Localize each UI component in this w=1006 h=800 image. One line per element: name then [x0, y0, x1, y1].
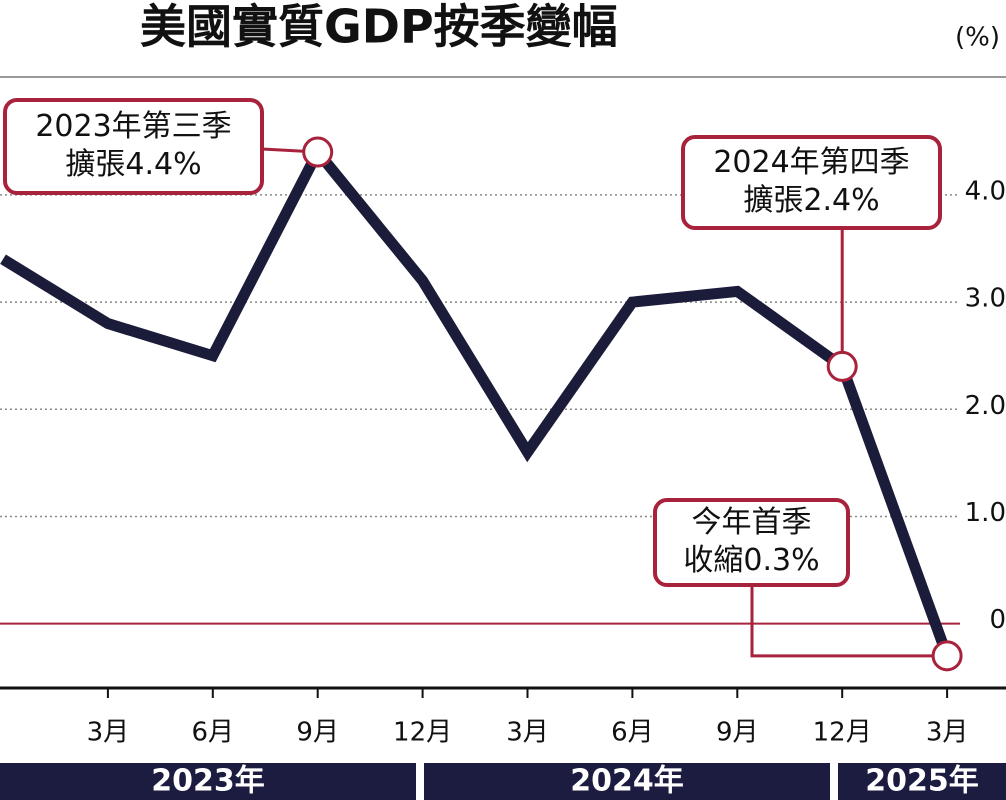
y-tick-label: 3.0: [965, 284, 1006, 314]
year-label: 2023年: [151, 764, 265, 799]
data-line: [0, 142, 953, 658]
unit-label: (%): [955, 23, 1000, 53]
annotation-connector: [750, 585, 948, 658]
year-band: [838, 763, 1006, 800]
annotation-text: 2024年第四季: [713, 145, 909, 180]
x-tick-label: 6月: [611, 718, 654, 748]
annotation-box: [681, 135, 942, 230]
y-tick-label: 4.0: [965, 176, 1006, 206]
x-tick-label: 9月: [716, 718, 759, 748]
year-band: [0, 763, 416, 800]
year-label: 2025年: [865, 764, 979, 799]
chart-title: 美國實質GDP按季變幅: [140, 0, 618, 54]
x-tick-label: 12月: [393, 718, 452, 748]
y-tick-label: 0: [989, 605, 1006, 635]
x-tick-label: 3月: [506, 718, 549, 748]
x-tick-label: 6月: [192, 718, 235, 748]
highlight-marker: [302, 136, 334, 168]
annotation-box: [3, 98, 264, 195]
highlight-marker: [826, 350, 858, 382]
x-tick-label: 9月: [296, 718, 339, 748]
annotation-box: [653, 498, 850, 587]
year-label: 2024年: [570, 764, 684, 799]
y-tick-label: 2.0: [965, 391, 1006, 421]
annotation-text: 今年首季: [692, 505, 812, 540]
x-tick-label: 12月: [813, 718, 872, 748]
annotation-text: 收縮0.3%: [683, 543, 819, 578]
highlight-marker: [931, 640, 963, 672]
annotation-text: 擴張4.4%: [65, 147, 201, 182]
year-band: [424, 763, 830, 800]
annotation-text: 擴張2.4%: [743, 183, 879, 218]
y-tick-label: 1.0: [965, 498, 1006, 528]
x-tick-label: 3月: [87, 718, 130, 748]
x-tick-label: 3月: [926, 718, 969, 748]
annotation-text: 2023年第三季: [35, 109, 231, 144]
